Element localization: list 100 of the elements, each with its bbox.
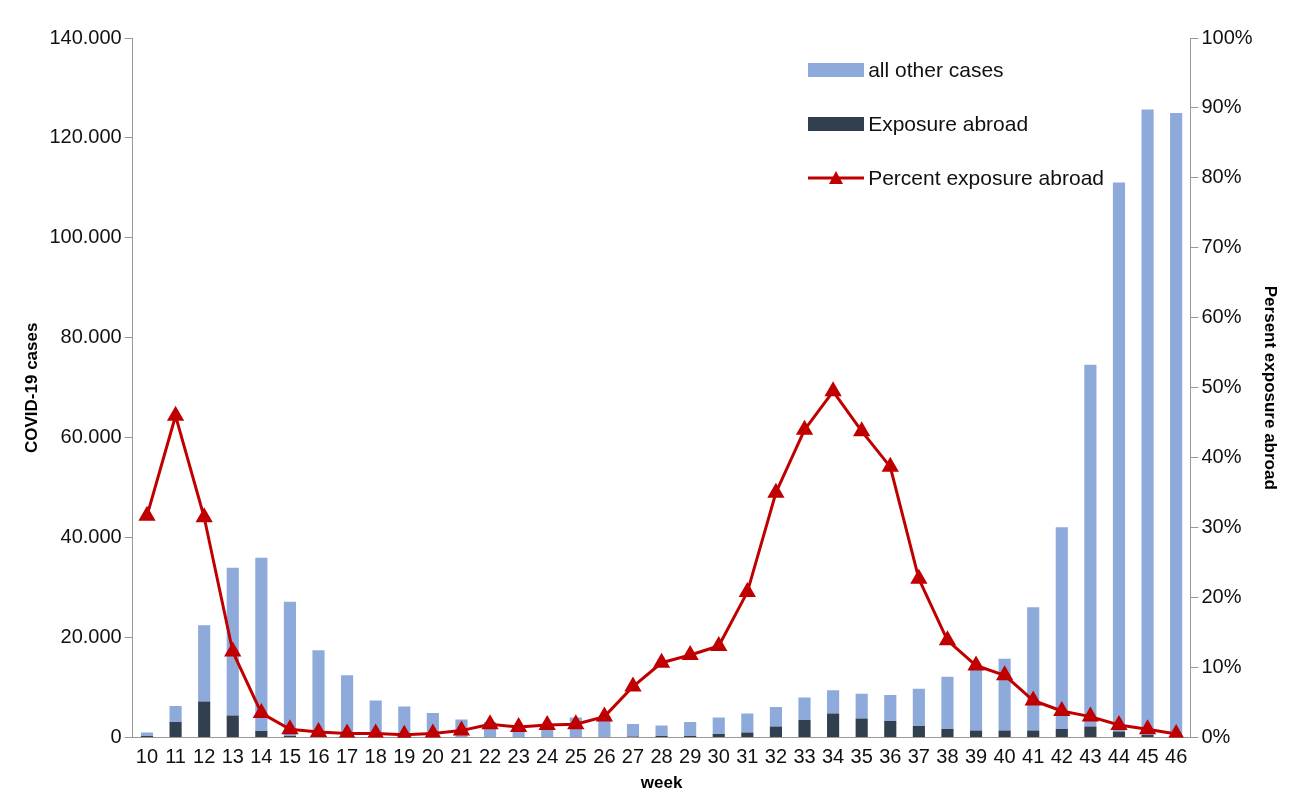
y2-tick-label: 100% — [1201, 25, 1253, 48]
point — [1082, 708, 1098, 722]
x-tick-label: 41 — [1022, 745, 1045, 768]
y2-tick-label: 60% — [1201, 305, 1242, 328]
y-axis-title: COVID-19 cases — [21, 322, 41, 453]
bar — [169, 706, 182, 723]
bar — [741, 713, 754, 733]
x-tick-label: 33 — [793, 745, 816, 768]
x-tick-label: 25 — [564, 745, 587, 768]
y2-tick-label: 70% — [1201, 235, 1242, 258]
point — [682, 646, 698, 661]
bar — [969, 730, 983, 738]
point — [825, 382, 841, 397]
bar — [1027, 730, 1040, 738]
bar — [855, 693, 868, 719]
x-tick-label: 11 — [165, 745, 186, 768]
point — [739, 583, 755, 598]
point — [939, 631, 956, 646]
point — [568, 715, 584, 730]
y2-tick-label: 10% — [1201, 655, 1242, 678]
x-tick-label: 17 — [335, 745, 359, 768]
bar — [969, 669, 983, 731]
bar — [827, 690, 840, 714]
bar — [712, 734, 725, 738]
x-tick-label: 34 — [821, 745, 845, 768]
x-tick-label: 45 — [1136, 745, 1159, 768]
bar — [855, 718, 868, 738]
x-tick-label: 42 — [1050, 745, 1073, 768]
y-tick-label: 60.000 — [60, 425, 122, 448]
point — [1054, 702, 1070, 717]
point — [854, 422, 870, 437]
bar — [769, 726, 782, 738]
x-tick-label: 13 — [221, 745, 244, 768]
x-tick-label: 10 — [135, 745, 159, 768]
y2-tick-label: 20% — [1201, 585, 1242, 608]
bar — [1141, 109, 1154, 736]
bar — [655, 725, 668, 737]
x-tick-label: 36 — [879, 745, 902, 768]
x-tick-label: 31 — [736, 745, 759, 768]
x-tick-label: 39 — [964, 745, 988, 768]
point — [968, 657, 984, 671]
y2-axis-title: Persent exposure abroad — [1261, 285, 1281, 490]
point — [1140, 720, 1156, 735]
point — [1168, 725, 1184, 738]
bar — [226, 715, 239, 738]
point — [1025, 692, 1041, 706]
bar — [255, 557, 268, 732]
point — [711, 637, 727, 651]
bar — [941, 729, 954, 738]
point — [139, 507, 155, 521]
bar — [684, 722, 697, 737]
bar — [884, 695, 897, 722]
x-tick-label: 22 — [478, 745, 502, 768]
legend-label: Exposure abroad — [868, 112, 1029, 136]
bar — [198, 701, 211, 738]
x-tick-label: 19 — [393, 745, 416, 768]
bar — [1112, 731, 1126, 738]
y-tick-label: 100.000 — [49, 225, 122, 248]
point — [196, 508, 212, 523]
point — [368, 724, 384, 738]
point — [911, 570, 927, 584]
x-tick-label: 40 — [993, 745, 1016, 768]
bar — [1084, 364, 1097, 727]
point — [796, 421, 813, 435]
point — [482, 715, 498, 730]
point — [882, 458, 898, 472]
y-tick-label: 120.000 — [49, 125, 122, 148]
bar — [1027, 607, 1040, 731]
point — [253, 704, 269, 719]
point — [339, 724, 355, 738]
x-tick-label: 28 — [650, 745, 673, 768]
bar — [626, 724, 640, 737]
point — [625, 678, 641, 692]
bar — [712, 717, 725, 735]
x-tick-label: 16 — [307, 745, 330, 768]
point — [768, 484, 784, 498]
bar — [769, 707, 782, 727]
point — [425, 724, 441, 738]
bar — [598, 720, 611, 738]
point — [539, 716, 555, 731]
bar — [283, 601, 296, 737]
x-tick-label: 18 — [364, 745, 387, 768]
point — [654, 654, 670, 668]
x-tick-label: 38 — [936, 745, 959, 768]
bar — [198, 625, 211, 702]
legend-label: all other cases — [868, 58, 1004, 82]
bar — [1084, 726, 1097, 738]
x-tick-label: 30 — [707, 745, 730, 768]
x-tick-label: 23 — [507, 745, 530, 768]
y-tick-label: 40.000 — [60, 525, 122, 548]
x-tick-label: 26 — [593, 745, 616, 768]
legend-label: Percent exposure abroad — [868, 166, 1104, 190]
bar — [169, 722, 182, 738]
bar — [255, 731, 268, 738]
x-tick-label: 21 — [450, 745, 473, 768]
x-tick-label: 37 — [907, 745, 930, 768]
point — [225, 643, 241, 657]
x-tick-label: 12 — [193, 745, 216, 768]
point — [282, 720, 298, 735]
x-tick-label: 35 — [850, 745, 873, 768]
